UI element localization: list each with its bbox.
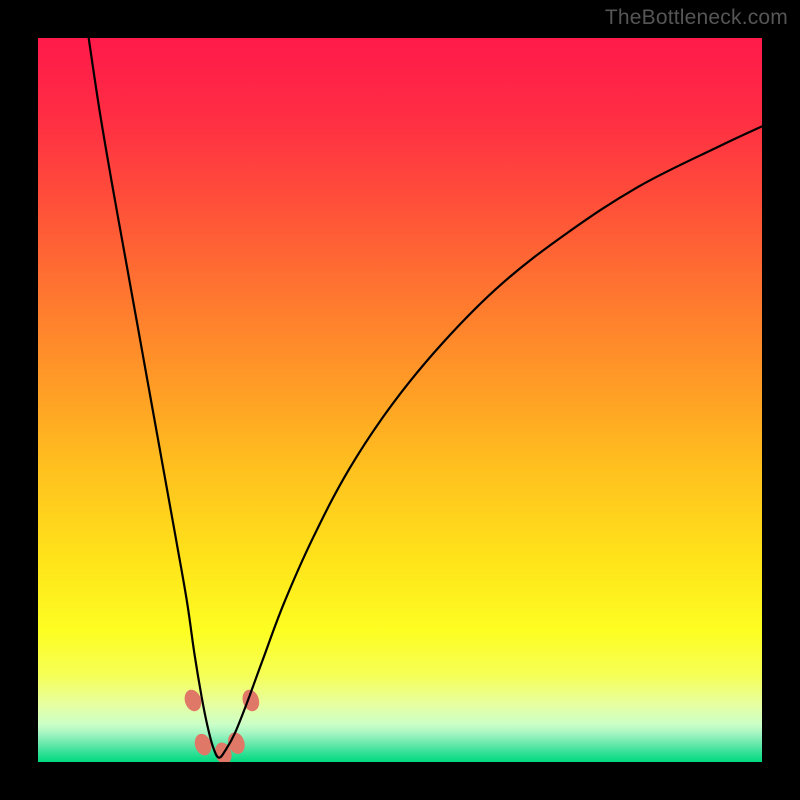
chart-container: TheBottleneck.com bbox=[0, 0, 800, 800]
watermark-text: TheBottleneck.com bbox=[605, 6, 788, 30]
plot-svg bbox=[0, 0, 800, 800]
bottleneck-curve bbox=[89, 38, 762, 758]
